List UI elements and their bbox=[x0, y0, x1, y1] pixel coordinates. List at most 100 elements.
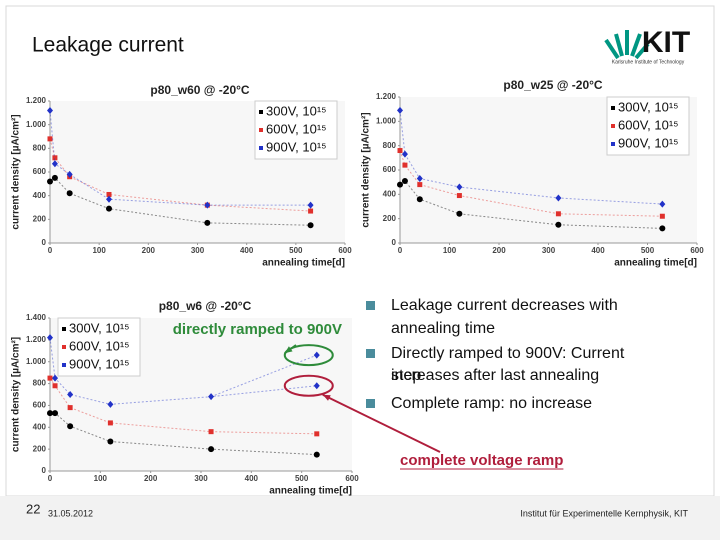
x-axis-label: annealing time[d] bbox=[269, 486, 352, 497]
x-tick-label: 500 bbox=[295, 474, 309, 483]
logo-text: KIT bbox=[642, 26, 690, 59]
point bbox=[555, 194, 562, 202]
y-tick-label: 200 bbox=[383, 214, 397, 223]
point bbox=[314, 431, 320, 437]
annotation-arrowhead bbox=[322, 394, 331, 401]
point bbox=[397, 148, 403, 154]
y-tick-label: 1.000 bbox=[376, 116, 397, 125]
point bbox=[555, 211, 561, 217]
point bbox=[47, 106, 53, 114]
y-tick-label: 200 bbox=[33, 444, 47, 453]
point bbox=[107, 420, 113, 426]
legend-entry: 600V, 10¹⁵ bbox=[69, 338, 130, 353]
y-tick-label: 400 bbox=[383, 189, 397, 198]
series-line bbox=[49, 377, 317, 435]
point bbox=[416, 196, 423, 203]
point bbox=[47, 136, 53, 142]
annotation-ellipse bbox=[283, 344, 334, 367]
point bbox=[456, 183, 463, 191]
point bbox=[659, 213, 665, 219]
point bbox=[106, 195, 112, 203]
bullet-text: Directly ramped to 900V: Current increase… bbox=[391, 345, 625, 384]
y-axis-label: current density [µA/cm²] bbox=[11, 114, 22, 229]
point bbox=[417, 182, 423, 188]
date: 31.05.2012 bbox=[48, 508, 93, 518]
point bbox=[66, 190, 73, 197]
point bbox=[52, 383, 58, 389]
point bbox=[47, 375, 53, 381]
x-tick-label: 500 bbox=[641, 246, 655, 255]
point bbox=[106, 205, 112, 212]
point bbox=[51, 174, 58, 181]
x-tick-label: 200 bbox=[142, 246, 156, 255]
x-tick-label: 100 bbox=[443, 246, 457, 255]
point bbox=[659, 225, 666, 232]
annotation-text: directly ramped to 900V bbox=[173, 321, 342, 338]
point bbox=[204, 219, 211, 226]
point bbox=[208, 393, 215, 401]
institute: Institut für Experimentelle Kernphysik, … bbox=[520, 508, 688, 518]
x-tick-label: 300 bbox=[191, 246, 205, 255]
x-tick-label: 400 bbox=[245, 474, 259, 483]
x-tick-label: 500 bbox=[289, 246, 303, 255]
point bbox=[107, 438, 114, 445]
x-tick-label: 0 bbox=[398, 246, 403, 255]
y-tick-label: 0 bbox=[392, 238, 397, 247]
point bbox=[67, 405, 73, 411]
x-tick-label: 300 bbox=[194, 474, 208, 483]
y-tick-label: 600 bbox=[383, 165, 397, 174]
x-tick-label: 200 bbox=[492, 246, 506, 255]
point bbox=[659, 200, 666, 208]
chart-title: p80_w6 @ -20°C bbox=[159, 299, 252, 313]
point bbox=[51, 160, 58, 168]
logo-subtitle: Karlsruhe Institute of Technology bbox=[612, 59, 685, 65]
legend-box bbox=[606, 96, 690, 156]
legend-entry: 300V, 10¹⁵ bbox=[266, 103, 327, 118]
point bbox=[313, 451, 320, 458]
point bbox=[397, 106, 403, 114]
legend-entry: 600V, 10¹⁵ bbox=[266, 121, 327, 136]
legend-swatch bbox=[259, 146, 263, 150]
chart-title: p80_w60 @ -20°C bbox=[150, 83, 250, 97]
y-tick-label: 1.200 bbox=[376, 92, 397, 101]
legend-swatch bbox=[62, 345, 66, 349]
point bbox=[307, 201, 314, 209]
ramp-line bbox=[210, 354, 317, 398]
point bbox=[397, 181, 403, 188]
x-tick-label: 400 bbox=[591, 246, 605, 255]
y-tick-label: 400 bbox=[33, 191, 47, 200]
x-tick-label: 600 bbox=[338, 246, 352, 255]
legend-box bbox=[254, 100, 338, 160]
legend-entry: 900V, 10¹⁵ bbox=[69, 356, 130, 371]
bullet-marker bbox=[366, 301, 375, 310]
point bbox=[67, 391, 74, 398]
legend-swatch bbox=[259, 110, 263, 114]
point bbox=[47, 334, 53, 342]
annotation-text: complete voltage ramp bbox=[400, 452, 563, 469]
series-line bbox=[49, 138, 311, 212]
point bbox=[47, 178, 53, 185]
y-tick-label: 800 bbox=[33, 379, 47, 388]
point bbox=[52, 410, 59, 417]
point bbox=[401, 177, 408, 184]
legend-entry: 900V, 10¹⁵ bbox=[266, 139, 327, 154]
point bbox=[106, 191, 112, 197]
bullet-text: Leakage current decreases with annealing … bbox=[391, 297, 618, 337]
annotation-arrow bbox=[322, 393, 441, 453]
x-axis-label: annealing time[d] bbox=[262, 258, 345, 269]
legend-swatch bbox=[611, 142, 615, 146]
y-tick-label: 1.400 bbox=[26, 313, 47, 322]
legend-entry: 300V, 10¹⁵ bbox=[618, 99, 679, 114]
x-tick-label: 0 bbox=[48, 246, 53, 255]
point bbox=[555, 221, 562, 228]
x-tick-label: 400 bbox=[240, 246, 254, 255]
y-tick-label: 1.200 bbox=[26, 335, 47, 344]
series-line bbox=[399, 110, 663, 205]
x-tick-label: 100 bbox=[94, 474, 108, 483]
bullet-text: Complete ramp: no increase bbox=[391, 395, 592, 412]
legend-entry: 300V, 10¹⁵ bbox=[69, 320, 130, 335]
point bbox=[107, 400, 114, 408]
legend-swatch bbox=[259, 128, 263, 132]
